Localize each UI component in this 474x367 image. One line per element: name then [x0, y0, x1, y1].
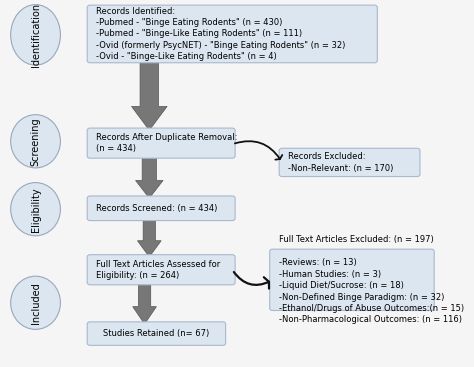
Text: Screening: Screening: [30, 117, 41, 166]
FancyBboxPatch shape: [87, 5, 377, 63]
Text: Studies Retained (n= 67): Studies Retained (n= 67): [103, 329, 210, 338]
FancyArrow shape: [136, 156, 163, 198]
Ellipse shape: [10, 115, 61, 168]
Text: Included: Included: [30, 282, 41, 324]
Text: Records Screened: (n = 434): Records Screened: (n = 434): [96, 204, 218, 213]
Ellipse shape: [10, 182, 61, 236]
FancyArrow shape: [133, 283, 156, 324]
Text: Eligibility: Eligibility: [30, 187, 41, 232]
FancyArrow shape: [137, 218, 161, 257]
FancyBboxPatch shape: [279, 148, 420, 177]
FancyBboxPatch shape: [87, 322, 226, 345]
FancyBboxPatch shape: [87, 128, 235, 158]
Text: Records Identified:
-Pubmed - "Binge Eating Rodents" (n = 430)
-Pubmed - "Binge-: Records Identified: -Pubmed - "Binge Eat…: [96, 7, 346, 61]
Ellipse shape: [10, 5, 61, 65]
Text: Identification: Identification: [30, 3, 41, 67]
FancyBboxPatch shape: [270, 249, 434, 310]
FancyArrow shape: [132, 61, 167, 130]
Text: Records Excluded:
-Non-Relevant: (n = 170): Records Excluded: -Non-Relevant: (n = 17…: [288, 152, 393, 172]
Text: Full Text Articles Excluded: (n = 197)

-Reviews: (n = 13)
-Human Studies: (n = : Full Text Articles Excluded: (n = 197) -…: [279, 235, 464, 324]
FancyBboxPatch shape: [87, 196, 235, 221]
Ellipse shape: [10, 276, 61, 330]
Text: Records After Duplicate Removal:
(n = 434): Records After Duplicate Removal: (n = 43…: [96, 133, 237, 153]
Text: Full Text Articles Assessed for
Eligibility: (n = 264): Full Text Articles Assessed for Eligibil…: [96, 259, 220, 280]
FancyBboxPatch shape: [87, 255, 235, 285]
